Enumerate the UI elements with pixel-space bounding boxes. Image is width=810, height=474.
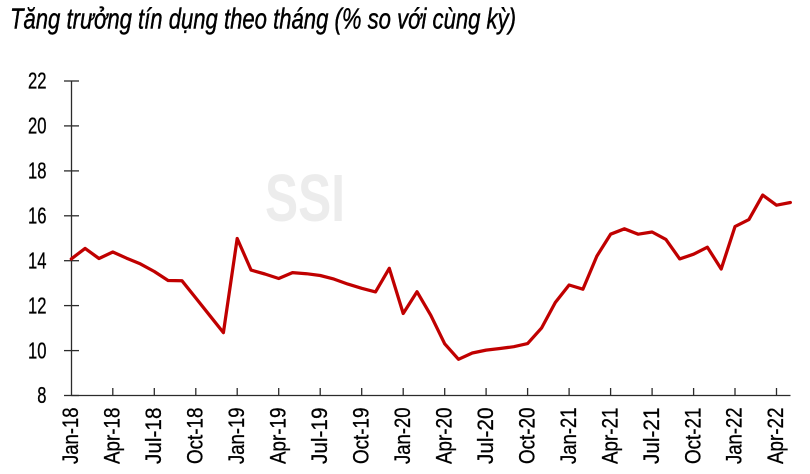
svg-text:Oct-19: Oct-19 <box>348 408 373 465</box>
svg-text:Oct-20: Oct-20 <box>514 408 539 465</box>
svg-text:Apr-22: Apr-22 <box>763 408 788 465</box>
svg-text:Oct-18: Oct-18 <box>183 408 208 465</box>
svg-text:Jan-21: Jan-21 <box>556 408 581 465</box>
svg-text:Apr-18: Apr-18 <box>100 408 125 465</box>
svg-text:14: 14 <box>28 247 47 273</box>
svg-text:Oct-21: Oct-21 <box>680 408 705 465</box>
svg-text:22: 22 <box>28 68 47 94</box>
svg-text:Jan-22: Jan-22 <box>722 408 747 465</box>
svg-text:Jul-19: Jul-19 <box>307 408 332 465</box>
svg-text:Jul-21: Jul-21 <box>639 408 664 465</box>
svg-text:Jul-20: Jul-20 <box>473 408 498 465</box>
svg-text:Apr-21: Apr-21 <box>597 408 622 465</box>
svg-text:Jan-20: Jan-20 <box>390 408 415 465</box>
svg-text:Apr-19: Apr-19 <box>265 408 290 465</box>
svg-text:Apr-20: Apr-20 <box>431 408 456 465</box>
svg-text:Tăng trưởng tín dụng theo thán: Tăng trưởng tín dụng theo tháng (% so vớ… <box>10 3 516 35</box>
svg-text:Jan-18: Jan-18 <box>58 408 83 465</box>
svg-text:12: 12 <box>28 292 47 318</box>
svg-text:SSI: SSI <box>265 161 345 236</box>
svg-text:Jul-18: Jul-18 <box>141 408 166 465</box>
svg-text:10: 10 <box>28 337 47 363</box>
svg-text:16: 16 <box>28 203 47 229</box>
svg-text:20: 20 <box>28 113 47 139</box>
svg-text:18: 18 <box>28 158 47 184</box>
svg-text:Jan-19: Jan-19 <box>224 408 249 465</box>
svg-text:8: 8 <box>37 382 46 408</box>
